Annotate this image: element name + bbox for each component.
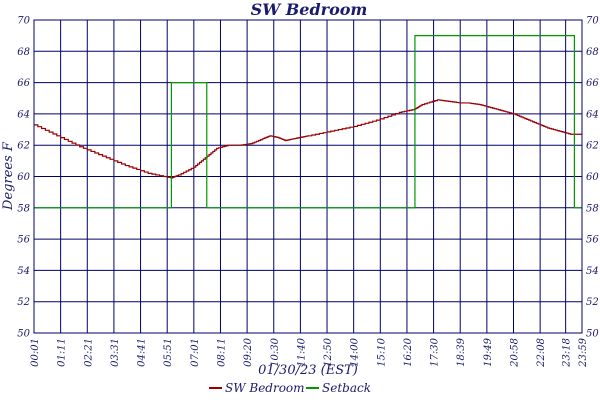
x-tick-label: 20:58	[510, 338, 521, 368]
x-tick-label: 08:11	[216, 338, 227, 367]
series-layer	[34, 35, 582, 209]
y-axis-left-ticks: 50 52 54 56 58 60 62 64 66 68 70	[17, 16, 30, 340]
x-tick-label: 18:39	[456, 337, 467, 366]
y-tick-label-right: 58	[586, 203, 599, 214]
plot-frame	[33, 19, 583, 334]
y-tick-label-right: 62	[586, 141, 599, 152]
x-tick-label: 23:59	[578, 337, 589, 367]
x-tick-label: 07:01	[190, 338, 201, 367]
y-tick-label-left: 66	[17, 78, 30, 89]
x-tick-label: 09:20	[243, 337, 254, 366]
y-tick-label-left: 62	[17, 141, 30, 152]
legend-label: Setback	[322, 381, 371, 395]
chart-title: SW Bedroom	[251, 0, 368, 19]
x-tick-label: 10:30	[270, 337, 281, 366]
x-tick-label: 12:50	[323, 337, 334, 366]
legend: SW Bedroom Setback	[209, 381, 371, 395]
y-tick-label-left: 52	[17, 297, 30, 308]
x-tick-label: 05:51	[163, 338, 174, 367]
x-tick-label: 04:41	[137, 338, 148, 367]
x-tick-label: 00:01	[30, 338, 41, 367]
x-tick-label: 03:31	[110, 338, 121, 367]
y-axis-label: Degrees F	[1, 141, 16, 211]
x-tick-label: 22:08	[536, 338, 547, 368]
y-tick-label-right: 64	[586, 109, 599, 120]
y-tick-label-right: 70	[586, 16, 599, 27]
y-tick-label-left: 56	[17, 235, 30, 246]
x-tick-label: 16:20	[403, 337, 414, 366]
y-tick-label-left: 60	[17, 172, 30, 183]
y-tick-label-right: 66	[586, 78, 599, 89]
y-tick-label-right: 54	[586, 266, 599, 277]
y-tick-label-right: 60	[586, 172, 599, 183]
x-tick-label: 14:00	[350, 337, 361, 366]
series-line-setback	[34, 35, 582, 209]
series-line-sw-bedroom	[34, 99, 582, 179]
y-axis-right-ticks: 50 52 54 56 58 60 62 64 66 68 70	[586, 16, 599, 340]
legend-label: SW Bedroom	[225, 381, 305, 395]
x-tick-label: 17:30	[430, 337, 441, 366]
y-tick-label-right: 68	[586, 47, 599, 58]
x-tick-label: 15:10	[376, 337, 387, 366]
y-tick-label-left: 54	[17, 266, 30, 277]
x-tick-label: 11:40	[296, 337, 307, 366]
x-axis-label: 01/30/23 (EST)	[258, 363, 358, 378]
x-tick-label: 23:18	[562, 338, 573, 368]
y-tick-label-right: 52	[586, 297, 599, 308]
x-tick-label: 02:21	[83, 338, 94, 367]
x-axis-ticks: 00:01 01:11 02:21 03:31 04:41 05:51 07:01 08:11…	[30, 337, 589, 367]
y-tick-label-left: 64	[17, 109, 30, 120]
y-tick-label-left: 68	[17, 47, 30, 58]
x-tick-label: 19:49	[483, 337, 494, 366]
y-tick-label-left: 50	[17, 329, 30, 340]
x-tick-label: 01:11	[57, 338, 68, 367]
y-tick-label-right: 50	[586, 329, 599, 340]
y-tick-label-left: 58	[17, 203, 30, 214]
y-tick-label-right: 56	[586, 235, 599, 246]
y-tick-label-left: 70	[17, 16, 30, 27]
